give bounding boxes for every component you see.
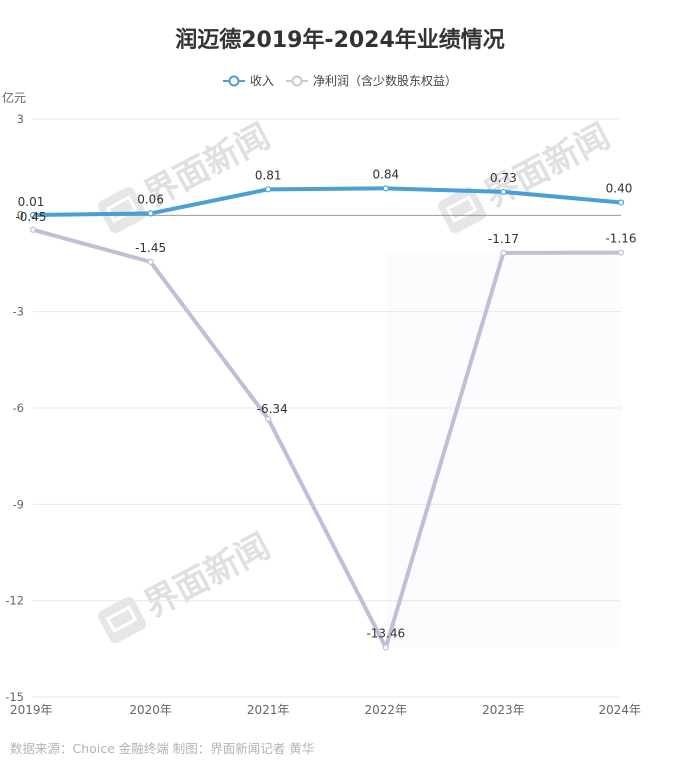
legend: 收入 净利润（含少数股东权益）	[0, 72, 680, 89]
watermark: 界面新闻	[98, 116, 277, 234]
data-label: 0.01	[18, 195, 45, 209]
data-point[interactable]	[382, 644, 389, 651]
source-footer: 数据来源：Choice 金融终端 制图：界面新闻记者 黄华	[10, 741, 315, 756]
circle-line-icon	[286, 75, 308, 86]
data-point[interactable]	[500, 188, 507, 195]
y-tick-label: 3	[17, 112, 24, 126]
y-axis-ticks: 3 0 -3 -6 -9 -12 -15	[5, 112, 24, 704]
data-point[interactable]	[500, 249, 507, 257]
data-label: -1.45	[135, 241, 166, 255]
series-layer	[29, 185, 625, 651]
y-tick-label: -15	[5, 690, 24, 704]
data-label: 0.40	[606, 181, 633, 195]
data-point[interactable]	[147, 210, 154, 217]
legend-label-revenue: 收入	[249, 74, 274, 88]
data-point[interactable]	[265, 186, 272, 193]
x-tick-label: 2021年	[247, 703, 290, 717]
data-label: -1.17	[488, 232, 519, 246]
y-axis-unit: 亿元	[2, 91, 27, 105]
legend-label-net-profit: 净利润（含少数股东权益）	[313, 74, 458, 88]
data-label: 0.73	[490, 171, 517, 185]
data-label: -0.45	[15, 210, 46, 224]
x-tick-label: 2019年	[10, 703, 53, 717]
data-label: 0.84	[372, 167, 399, 181]
svg-text:界面新闻: 界面新闻	[138, 526, 277, 625]
x-axis-ticks: 2019年 2020年 2021年 2022年 2023年 2024年	[10, 703, 641, 717]
data-label: -1.16	[605, 232, 636, 246]
data-label: -6.34	[257, 402, 288, 416]
y-tick-label: 0	[17, 208, 24, 222]
chart-title: 润迈德2019年-2024年业绩情况	[175, 28, 505, 53]
data-label: 0.06	[137, 192, 164, 206]
net-profit-line[interactable]	[32, 227, 622, 650]
legend-item-revenue[interactable]: 收入	[222, 72, 274, 89]
x-tick-label: 2024年	[598, 703, 641, 717]
legend-item-net-profit[interactable]: 净利润（含少数股东权益）	[286, 72, 457, 89]
data-point[interactable]	[29, 226, 37, 233]
y-tick-label: -12	[5, 594, 24, 608]
x-tick-label: 2022年	[365, 703, 408, 717]
watermark: 界面新闻	[98, 526, 277, 644]
x-tick-label: 2020年	[129, 703, 172, 717]
x-tick-label: 2023年	[482, 703, 525, 717]
y-tick-label: -9	[13, 497, 24, 511]
circle-line-icon	[222, 75, 245, 86]
grid-lines	[33, 118, 621, 698]
data-point[interactable]	[617, 199, 625, 206]
data-point[interactable]	[147, 258, 154, 265]
data-point[interactable]	[617, 249, 625, 256]
data-label: -13.46	[366, 627, 405, 641]
data-point[interactable]	[29, 211, 37, 219]
watermark: 界面新闻	[438, 116, 617, 234]
data-label: 0.81	[255, 168, 282, 182]
y-tick-label: -6	[13, 401, 24, 415]
data-point[interactable]	[265, 415, 272, 423]
data-labels: 0.01 0.06 0.81 0.84 0.73 0.40 -0.45 -1.45 -6.34 -…	[15, 167, 636, 640]
y-tick-label: -3	[13, 305, 24, 319]
revenue-line[interactable]	[32, 186, 622, 218]
data-point[interactable]	[382, 185, 389, 192]
